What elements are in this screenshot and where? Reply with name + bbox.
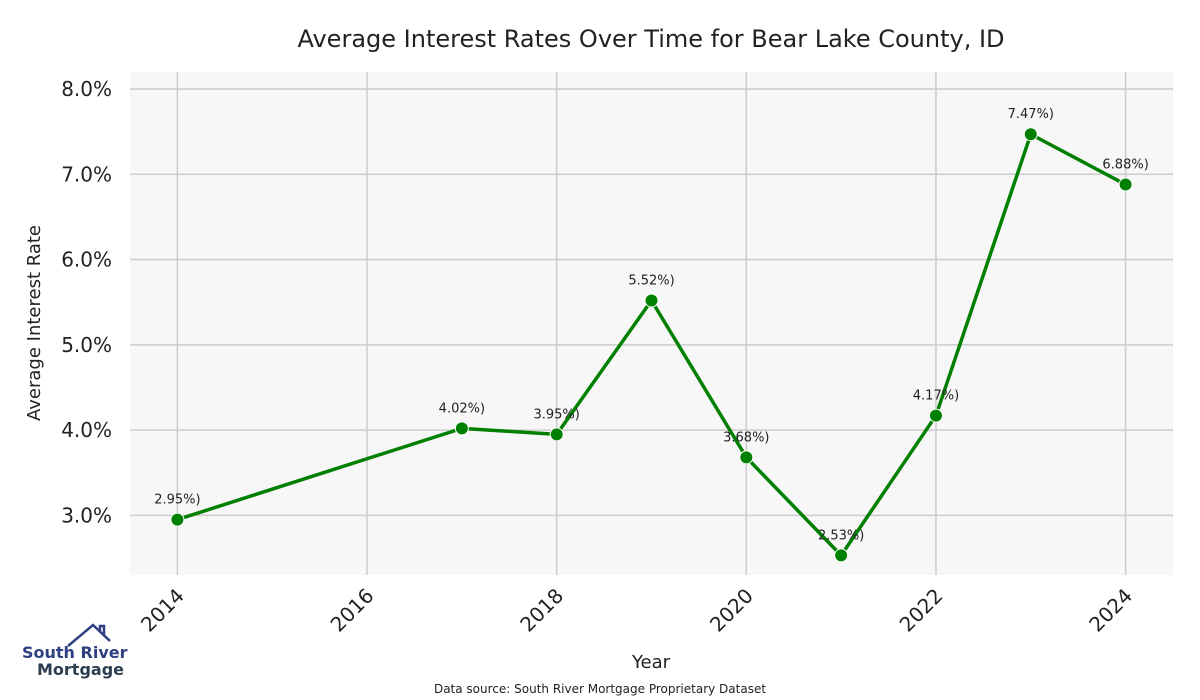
x-tick-label: 2022 [895,584,948,637]
plot-background [130,72,1173,575]
logo-line-2: Mortgage [37,660,124,679]
chart-title: Average Interest Rates Over Time for Bea… [297,25,1004,53]
data-label: 3.68%) [723,430,769,445]
data-label: 2.53%) [818,528,864,543]
x-tick-label: 2018 [515,584,568,637]
y-tick-label: 7.0% [61,162,112,186]
data-label: 6.88%) [1102,158,1148,173]
data-point [928,408,943,423]
data-label: 4.02%) [439,401,485,416]
x-tick-label: 2014 [136,584,189,637]
data-point [170,512,185,527]
data-label: 7.47%) [1008,107,1054,122]
gridlines [130,72,1173,575]
data-label: 4.17%) [913,389,959,404]
data-labels: 2.95%) 4.02%) 3.95%) 5.52%) 3.68%) 2.53%) 4.17… [154,107,1149,543]
data-point [549,427,564,442]
y-tick-label: 8.0% [61,77,112,101]
data-label: 5.52%) [628,273,674,288]
y-axis-label: Average Interest Rate [24,225,45,421]
house-icon [67,623,111,647]
data-label: 2.95%) [154,493,200,508]
data-points [170,127,1133,563]
y-tick-label: 3.0% [61,503,112,527]
data-point [739,450,754,465]
company-logo: South River Mortgage [22,623,128,679]
source-note: Data source: South River Mortgage Propri… [434,682,766,696]
y-axis-ticks: 3.0% 4.0% 5.0% 6.0% 7.0% 8.0% [61,77,112,527]
data-point [834,548,849,563]
y-tick-label: 4.0% [61,418,112,442]
x-axis-label: Year [631,652,671,673]
x-tick-label: 2020 [705,584,758,637]
data-label: 3.95%) [533,407,579,422]
x-tick-label: 2016 [326,584,379,637]
data-point [1023,127,1038,142]
logo-line-1: South River [22,643,128,662]
y-tick-label: 6.0% [61,248,112,272]
x-axis-ticks: 2014 2016 2018 2020 2022 2024 [136,584,1137,637]
data-point [644,293,659,308]
data-point [454,421,469,436]
y-tick-label: 5.0% [61,333,112,357]
x-tick-label: 2024 [1084,584,1137,637]
data-point [1118,177,1133,192]
